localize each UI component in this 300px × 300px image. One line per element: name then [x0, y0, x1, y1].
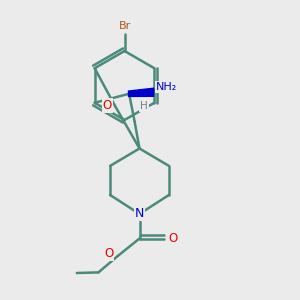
- Text: H: H: [140, 101, 148, 111]
- Polygon shape: [128, 88, 154, 96]
- Text: O: O: [103, 99, 112, 112]
- Text: O: O: [104, 247, 113, 260]
- Text: Br: Br: [118, 21, 130, 32]
- Text: NH₂: NH₂: [156, 82, 177, 92]
- Text: O: O: [169, 232, 178, 245]
- Text: N: N: [135, 207, 144, 220]
